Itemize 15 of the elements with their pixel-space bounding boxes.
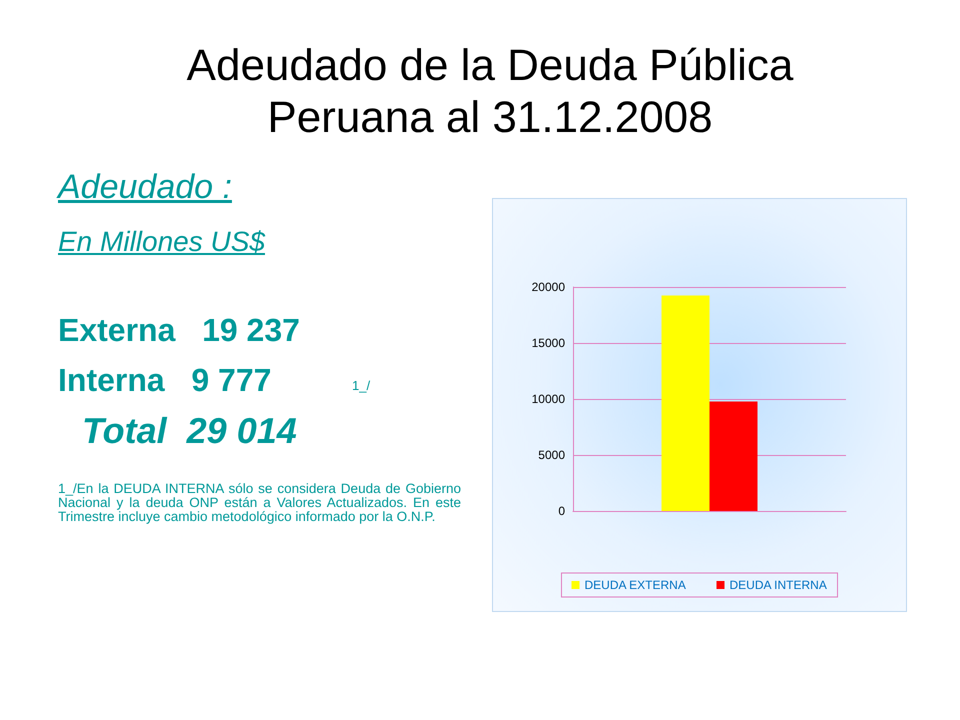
y-tick-label: 15000	[532, 336, 566, 350]
text: 1_/	[352, 378, 370, 393]
chart-title: Adeudado de la Deuda Pública Peruana al 31.12.2008	[186, 40, 794, 144]
text: Total 29 014	[82, 410, 297, 452]
text: Externa 19 237	[58, 312, 300, 349]
text: Adeudado :	[58, 168, 232, 207]
legend-label: DEUDA EXTERNA	[584, 578, 686, 592]
y-tick-label: 10000	[532, 392, 566, 406]
text: En Millones US$	[58, 226, 265, 258]
legend-label: DEUDA INTERNA	[730, 578, 827, 592]
text: Interna 9 777	[58, 362, 272, 399]
y-tick-label: 20000	[532, 280, 566, 294]
y-tick-label: 0	[558, 504, 566, 518]
y-tick-label: 5000	[538, 448, 566, 462]
text: 1_/En la DEUDA INTERNA sólo se considera Deuda de Gobierno Nacional y la deuda ONP están a Valores Actualizados. En este Trimestre incluye cambio metodológico informado por la O.N.P.	[58, 481, 461, 524]
